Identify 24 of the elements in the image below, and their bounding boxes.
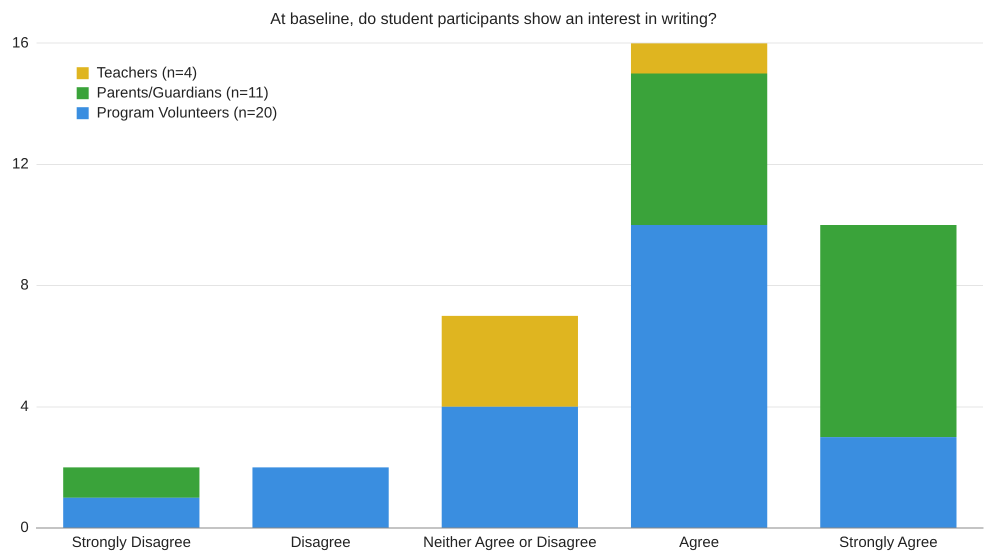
y-tick-label: 0 [20, 519, 29, 536]
y-tick-label: 4 [20, 398, 29, 415]
legend-label: Parents/Guardians (n=11) [96, 84, 269, 102]
bar [442, 316, 578, 407]
bar [630, 225, 768, 528]
x-tick-label: Strongly Agree [839, 534, 938, 552]
bar [63, 467, 200, 498]
y-tick-label: 16 [12, 34, 29, 52]
x-tick-label: Disagree [290, 534, 351, 552]
x-tick-label: Neither Agree or Disagree [423, 534, 597, 552]
y-tick-label: 12 [12, 156, 29, 173]
bar [820, 225, 957, 438]
bar [630, 43, 768, 74]
legend-label: Teachers (n=4) [96, 64, 198, 82]
y-tick-label: 8 [20, 276, 29, 294]
bar [442, 406, 578, 528]
bar [63, 498, 200, 528]
x-tick-label: Agree [679, 534, 720, 552]
legend-label: Program Volunteers (n=20) [96, 104, 278, 122]
bar [820, 437, 957, 528]
x-tick-label: Strongly Disagree [72, 534, 191, 552]
bar [252, 467, 389, 528]
chart-title: At baseline, do student participants show an interest in writing? [270, 11, 717, 28]
bar [630, 74, 768, 225]
